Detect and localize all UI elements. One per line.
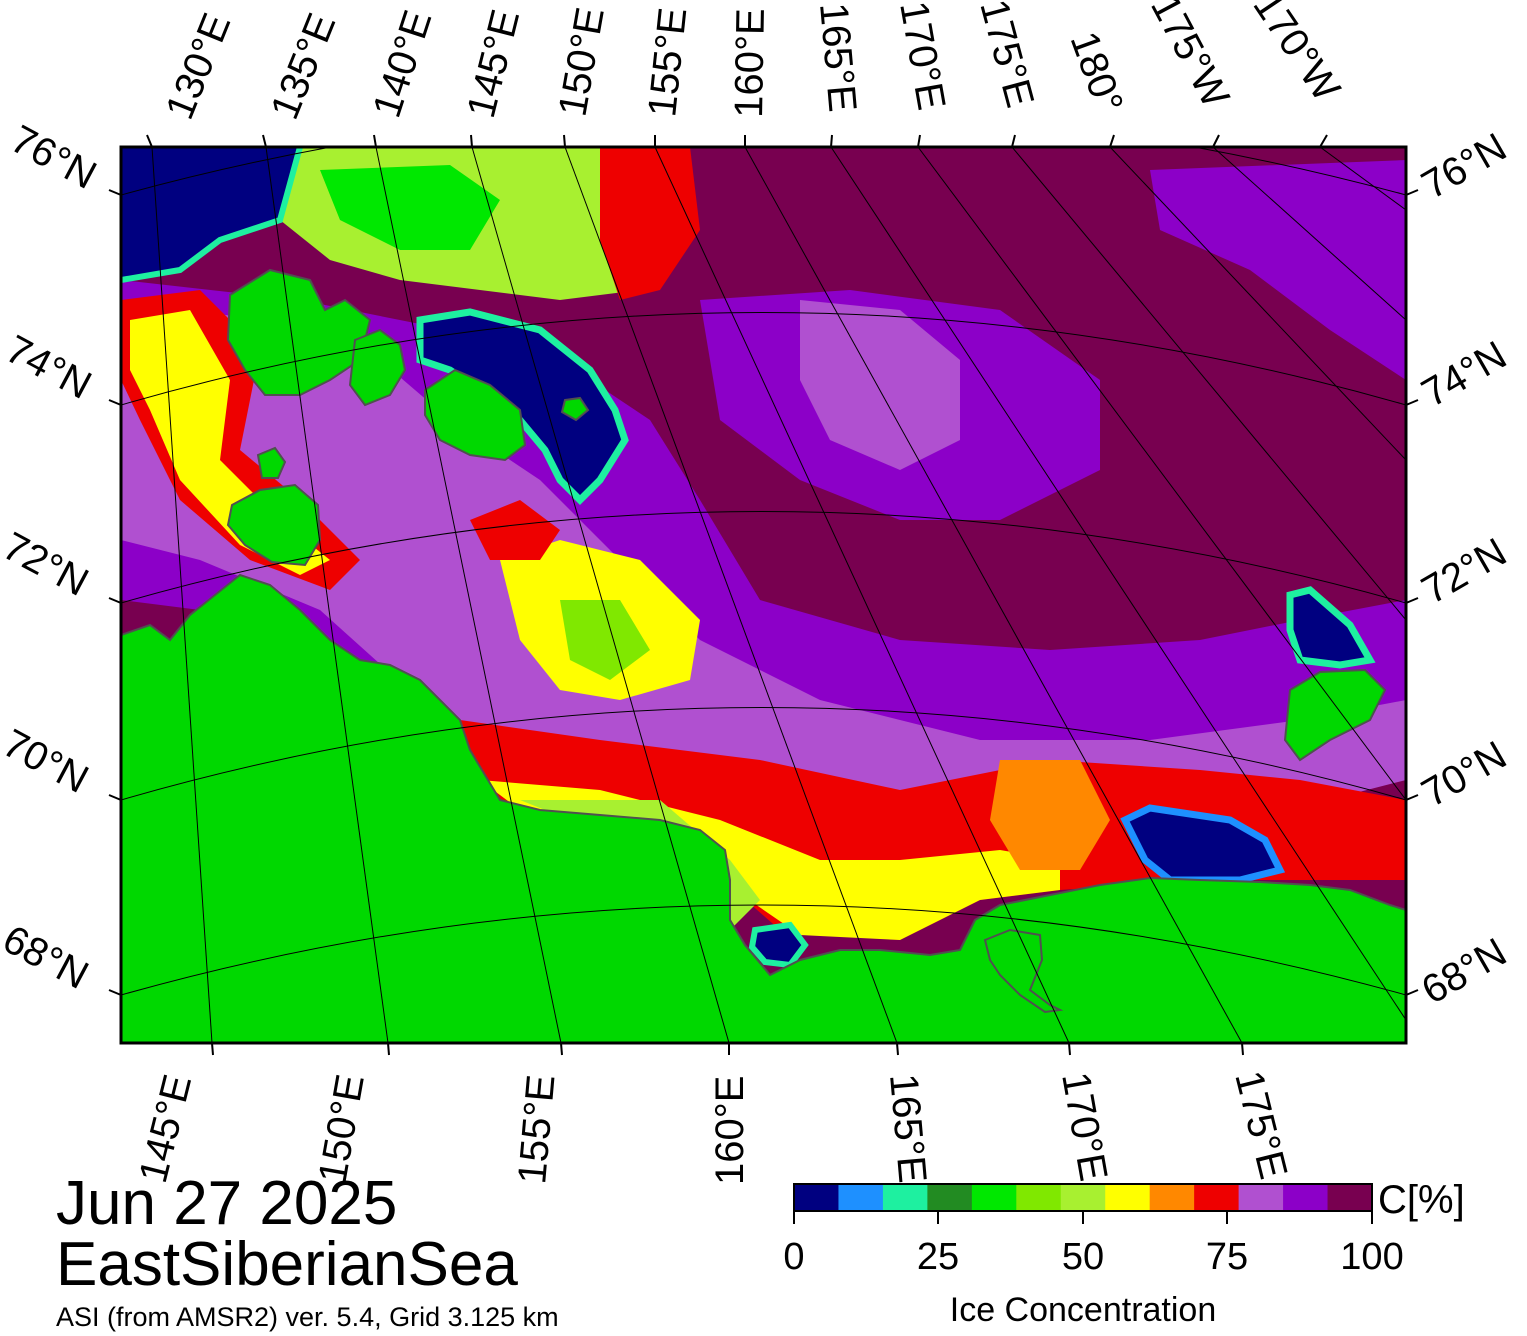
bottom-label-155e: 155°E — [510, 1073, 563, 1186]
colorbar-swatch — [794, 1184, 839, 1211]
frame-ticks — [108, 134, 1419, 1056]
right-label-76n: 76°N — [1415, 125, 1514, 208]
top-label-145e: 145°E — [459, 5, 528, 122]
mixed-ice-east-orange — [990, 760, 1110, 870]
colorbar-tick-25: 25 — [916, 1236, 960, 1278]
bottom-label-165e: 165°E — [881, 1072, 934, 1185]
bottom-label-175e: 175°E — [1226, 1067, 1295, 1184]
mixed-ice-west-yellow — [130, 310, 330, 575]
colorbar-swatch — [1105, 1184, 1151, 1211]
date-label: Jun 27 2025 — [56, 1169, 398, 1238]
colorbar-swatch — [838, 1184, 884, 1211]
top-label-160e: 160°E — [727, 8, 773, 118]
colorbar-swatch — [1194, 1184, 1240, 1211]
colorbar-tick-75: 75 — [1205, 1236, 1249, 1278]
colorbar-swatch — [1327, 1184, 1373, 1211]
top-label-135e: 135°E — [263, 7, 345, 125]
open-water-wrangel — [1286, 586, 1376, 669]
colorbar-swatch — [971, 1184, 1017, 1211]
top-label-150e: 150°E — [551, 4, 613, 119]
bunge-land — [348, 328, 407, 407]
open-water-kolyma-bay — [748, 921, 809, 969]
top-label-170e: 170°E — [891, 0, 953, 113]
colorbar-swatch — [882, 1184, 928, 1211]
wrangel-island — [1283, 668, 1387, 762]
open-water-chukotka — [1120, 804, 1286, 884]
colorbar-tick-0: 0 — [783, 1236, 805, 1278]
mixed-ice-central-green — [560, 600, 650, 680]
left-label-68n: 68°N — [0, 917, 95, 998]
top-label-165e: 165°E — [811, 1, 864, 114]
top-label-170w: 170°W — [1245, 0, 1349, 109]
colorbar-swatch — [1238, 1184, 1284, 1211]
left-label-72n: 72°N — [0, 524, 95, 605]
faddeyevsky-island — [256, 446, 287, 479]
graticule — [121, 147, 1406, 1043]
left-latitude-labels: 76°N 74°N 72°N 70°N 68°N — [0, 117, 103, 998]
ice-low-patch — [800, 300, 960, 470]
region-label: EastSiberianSea — [56, 1230, 518, 1299]
top-label-140e: 140°E — [365, 5, 441, 123]
colorbar-swatch — [1016, 1184, 1062, 1211]
bottom-label-170e: 170°E — [1053, 1069, 1115, 1184]
colorbar-tick-50: 50 — [1061, 1236, 1105, 1278]
right-label-72n: 72°N — [1415, 530, 1514, 613]
bolshoy-lyakhovsky-island — [226, 483, 322, 567]
open-water-northwest — [121, 147, 300, 280]
colorbar-unit: C[%] — [1378, 1178, 1465, 1222]
top-label-175e: 175°E — [971, 0, 1042, 112]
chaun-peninsula — [983, 928, 1064, 1014]
broken-ice-north-red — [600, 147, 700, 300]
ice-low-band — [121, 300, 1406, 870]
broken-ice-north-green — [320, 165, 500, 250]
siberian-mainland — [121, 573, 1406, 1043]
top-label-175w: 175°W — [1142, 0, 1238, 115]
colorbar-tick-100: 100 — [1340, 1236, 1404, 1278]
colorbar-swatch — [927, 1184, 973, 1211]
top-label-130e: 130°E — [158, 7, 240, 125]
colorbar-swatch — [1060, 1184, 1106, 1211]
bennett-islet — [560, 396, 590, 422]
new-siberia-island — [424, 368, 527, 462]
ice-mid-band-3 — [1150, 160, 1406, 380]
top-label-155e: 155°E — [640, 6, 695, 119]
right-label-70n: 70°N — [1415, 733, 1514, 816]
source-label: ASI (from AMSR2) ver. 5.4, Grid 3.125 km — [56, 1302, 559, 1332]
top-label-180: 180° — [1062, 26, 1132, 119]
right-label-68n: 68°N — [1415, 930, 1514, 1013]
top-longitude-labels: 130°E 135°E 140°E 145°E 150°E 155°E 160°… — [158, 0, 1349, 125]
right-latitude-labels: 76°N 74°N 72°N 70°N 68°N — [1415, 125, 1514, 1013]
right-label-74n: 74°N — [1415, 333, 1514, 416]
left-label-76n: 76°N — [4, 117, 104, 198]
map-frame — [119, 145, 1408, 1045]
colorbar-swatch — [1149, 1184, 1195, 1211]
mixed-ice-south — [460, 720, 1406, 940]
mixed-ice-central-red — [470, 500, 560, 560]
colorbar-ticks — [793, 1211, 1373, 1224]
left-label-74n: 74°N — [0, 327, 98, 408]
colorbar-label: Ice Concentration — [949, 1291, 1217, 1329]
left-label-70n: 70°N — [0, 721, 95, 802]
bottom-label-160e: 160°E — [708, 1076, 752, 1185]
colorbar-swatch — [1283, 1184, 1329, 1211]
colorbar — [794, 1184, 1373, 1211]
